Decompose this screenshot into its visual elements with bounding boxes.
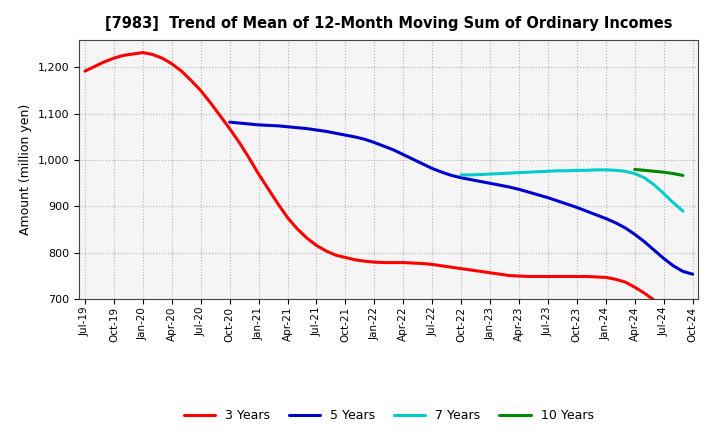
5 Years	[235, 121, 243, 126]
5 Years	[264, 123, 273, 128]
5 Years	[312, 127, 321, 132]
7 Years	[495, 171, 504, 176]
7 Years	[544, 169, 552, 174]
7 Years	[621, 169, 629, 174]
7 Years	[456, 172, 465, 178]
3 Years	[225, 126, 234, 131]
7 Years	[660, 191, 668, 196]
5 Years	[438, 169, 446, 175]
5 Years	[486, 181, 495, 186]
3 Years	[138, 50, 147, 55]
Y-axis label: Amount (million yen): Amount (million yen)	[19, 104, 32, 235]
Title: [7983]  Trend of Mean of 12-Month Moving Sum of Ordinary Incomes: [7983] Trend of Mean of 12-Month Moving …	[105, 16, 672, 32]
5 Years	[601, 216, 610, 221]
5 Years	[408, 157, 417, 162]
7 Years	[534, 169, 543, 174]
5 Years	[302, 126, 311, 131]
3 Years	[293, 226, 302, 231]
5 Years	[456, 175, 465, 180]
7 Years	[515, 170, 523, 175]
5 Years	[418, 161, 427, 166]
Line: 7 Years: 7 Years	[461, 170, 683, 211]
5 Years	[379, 143, 388, 149]
5 Years	[467, 177, 475, 182]
7 Years	[563, 168, 572, 173]
5 Years	[563, 202, 572, 207]
7 Years	[640, 175, 649, 180]
5 Years	[611, 220, 620, 225]
5 Years	[534, 192, 543, 198]
5 Years	[679, 269, 688, 274]
7 Years	[601, 167, 610, 172]
5 Years	[370, 140, 379, 145]
7 Years	[669, 200, 678, 205]
7 Years	[476, 172, 485, 177]
5 Years	[515, 187, 523, 192]
Line: 10 Years: 10 Years	[635, 169, 683, 176]
Legend: 3 Years, 5 Years, 7 Years, 10 Years: 3 Years, 5 Years, 7 Years, 10 Years	[179, 404, 598, 427]
3 Years	[206, 100, 215, 105]
5 Years	[361, 137, 369, 142]
5 Years	[582, 209, 591, 214]
5 Years	[553, 198, 562, 204]
10 Years	[679, 173, 688, 178]
5 Years	[640, 239, 649, 244]
3 Years	[438, 263, 446, 268]
3 Years	[660, 305, 668, 310]
10 Years	[669, 171, 678, 176]
7 Years	[486, 172, 495, 177]
7 Years	[467, 172, 475, 178]
5 Years	[476, 179, 485, 184]
5 Years	[621, 225, 629, 231]
7 Years	[505, 170, 513, 176]
3 Years	[399, 260, 408, 265]
7 Years	[631, 171, 639, 176]
5 Years	[225, 120, 234, 125]
5 Years	[283, 124, 292, 129]
5 Years	[390, 147, 398, 153]
5 Years	[447, 173, 456, 178]
7 Years	[649, 182, 658, 187]
5 Years	[254, 122, 263, 128]
7 Years	[572, 168, 581, 173]
5 Years	[399, 152, 408, 157]
5 Years	[331, 131, 340, 136]
7 Years	[553, 168, 562, 173]
7 Years	[524, 169, 533, 175]
5 Years	[572, 205, 581, 210]
5 Years	[341, 132, 350, 138]
Line: 3 Years: 3 Years	[85, 52, 664, 308]
7 Years	[679, 209, 688, 214]
5 Years	[505, 184, 513, 190]
5 Years	[495, 183, 504, 188]
5 Years	[428, 166, 436, 171]
5 Years	[631, 231, 639, 237]
3 Years	[81, 69, 89, 74]
10 Years	[640, 168, 649, 173]
5 Years	[524, 190, 533, 195]
10 Years	[631, 167, 639, 172]
5 Years	[592, 212, 600, 217]
Line: 5 Years: 5 Years	[230, 122, 693, 274]
5 Years	[688, 271, 697, 277]
5 Years	[544, 195, 552, 200]
5 Years	[649, 247, 658, 253]
5 Years	[660, 256, 668, 261]
5 Years	[669, 263, 678, 268]
5 Years	[245, 121, 253, 127]
5 Years	[322, 129, 330, 134]
10 Years	[660, 169, 668, 175]
3 Years	[592, 274, 600, 279]
7 Years	[582, 168, 591, 173]
7 Years	[611, 168, 620, 173]
5 Years	[351, 134, 359, 139]
5 Years	[274, 123, 282, 128]
10 Years	[649, 169, 658, 174]
7 Years	[592, 167, 600, 172]
5 Years	[293, 125, 302, 130]
